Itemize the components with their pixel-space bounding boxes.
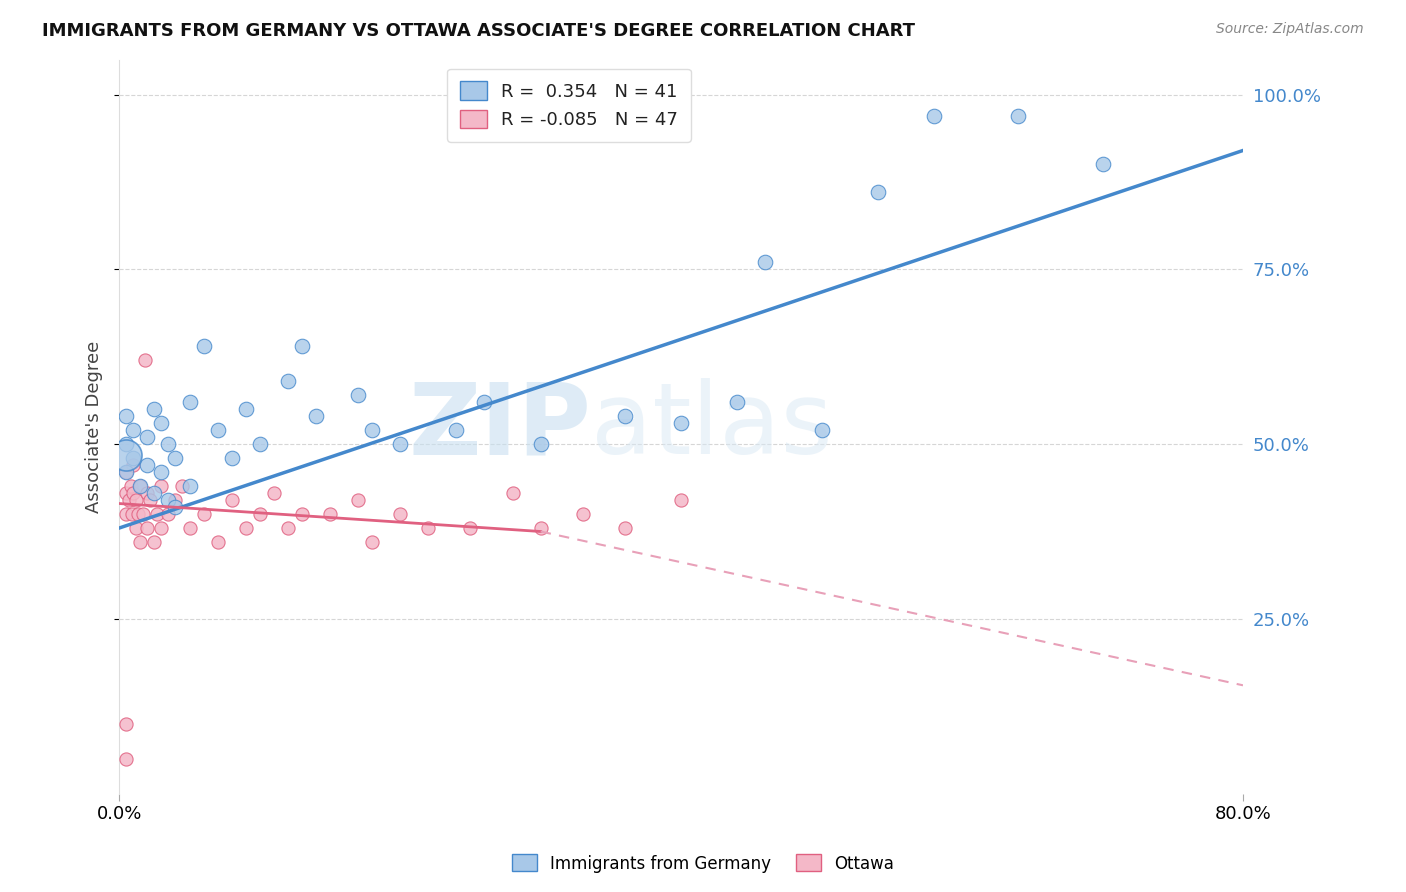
Point bbox=[165, 493, 187, 508]
Point bbox=[1091, 157, 1114, 171]
Point bbox=[389, 437, 412, 451]
Point bbox=[221, 493, 243, 508]
Point bbox=[530, 437, 553, 451]
Point bbox=[115, 465, 138, 479]
Point bbox=[613, 521, 636, 535]
Point bbox=[669, 416, 692, 430]
Point bbox=[122, 451, 145, 466]
Text: ZIP: ZIP bbox=[408, 378, 592, 475]
Point bbox=[235, 402, 257, 417]
Point bbox=[139, 493, 162, 508]
Point bbox=[418, 521, 440, 535]
Point bbox=[361, 423, 384, 437]
Point bbox=[725, 395, 748, 409]
Point bbox=[122, 423, 145, 437]
Point bbox=[150, 465, 173, 479]
Point bbox=[115, 409, 138, 424]
Point bbox=[347, 388, 370, 402]
Legend: Immigrants from Germany, Ottawa: Immigrants from Germany, Ottawa bbox=[505, 847, 901, 880]
Point bbox=[193, 507, 215, 521]
Point bbox=[277, 374, 299, 388]
Point bbox=[115, 486, 138, 500]
Text: Source: ZipAtlas.com: Source: ZipAtlas.com bbox=[1216, 22, 1364, 37]
Point bbox=[150, 521, 173, 535]
Text: IMMIGRANTS FROM GERMANY VS OTTAWA ASSOCIATE'S DEGREE CORRELATION CHART: IMMIGRANTS FROM GERMANY VS OTTAWA ASSOCI… bbox=[42, 22, 915, 40]
Point bbox=[361, 535, 384, 549]
Point bbox=[172, 479, 194, 493]
Text: atlas: atlas bbox=[592, 378, 832, 475]
Point bbox=[530, 521, 553, 535]
Point bbox=[474, 395, 496, 409]
Point bbox=[122, 486, 145, 500]
Point bbox=[136, 430, 159, 444]
Point bbox=[136, 458, 159, 472]
Point bbox=[143, 402, 166, 417]
Y-axis label: Associate's Degree: Associate's Degree bbox=[86, 341, 103, 513]
Point bbox=[150, 479, 173, 493]
Point bbox=[118, 493, 141, 508]
Point bbox=[129, 479, 152, 493]
Point bbox=[249, 437, 271, 451]
Point bbox=[157, 507, 180, 521]
Point bbox=[115, 716, 138, 731]
Point bbox=[249, 507, 271, 521]
Point bbox=[115, 448, 138, 462]
Point bbox=[207, 423, 229, 437]
Point bbox=[277, 521, 299, 535]
Point bbox=[460, 521, 482, 535]
Point bbox=[165, 500, 187, 514]
Point bbox=[115, 465, 138, 479]
Point bbox=[115, 507, 138, 521]
Point bbox=[122, 458, 145, 472]
Point bbox=[120, 479, 142, 493]
Point bbox=[305, 409, 328, 424]
Point bbox=[125, 521, 148, 535]
Point bbox=[157, 493, 180, 508]
Point bbox=[136, 521, 159, 535]
Point bbox=[922, 109, 945, 123]
Point bbox=[347, 493, 370, 508]
Point bbox=[179, 521, 201, 535]
Point bbox=[263, 486, 285, 500]
Point bbox=[389, 507, 412, 521]
Point bbox=[165, 451, 187, 466]
Point bbox=[810, 423, 832, 437]
Point bbox=[502, 486, 524, 500]
Point bbox=[207, 535, 229, 549]
Point bbox=[235, 521, 257, 535]
Point bbox=[1007, 109, 1029, 123]
Point bbox=[129, 479, 152, 493]
Point bbox=[129, 535, 152, 549]
Point bbox=[125, 493, 148, 508]
Point bbox=[143, 486, 166, 500]
Legend: R =  0.354   N = 41, R = -0.085   N = 47: R = 0.354 N = 41, R = -0.085 N = 47 bbox=[447, 69, 690, 142]
Point bbox=[291, 507, 314, 521]
Point bbox=[115, 752, 138, 766]
Point bbox=[572, 507, 595, 521]
Point bbox=[291, 339, 314, 353]
Point bbox=[150, 416, 173, 430]
Point bbox=[146, 507, 169, 521]
Point bbox=[134, 353, 156, 368]
Point bbox=[669, 493, 692, 508]
Point bbox=[446, 423, 468, 437]
Point bbox=[866, 186, 889, 200]
Point bbox=[127, 507, 149, 521]
Point bbox=[115, 437, 138, 451]
Point bbox=[193, 339, 215, 353]
Point bbox=[179, 479, 201, 493]
Point bbox=[143, 535, 166, 549]
Point bbox=[754, 255, 776, 269]
Point bbox=[179, 395, 201, 409]
Point bbox=[157, 437, 180, 451]
Point bbox=[136, 486, 159, 500]
Point bbox=[132, 507, 155, 521]
Point bbox=[121, 507, 143, 521]
Point bbox=[319, 507, 342, 521]
Point bbox=[613, 409, 636, 424]
Point bbox=[221, 451, 243, 466]
